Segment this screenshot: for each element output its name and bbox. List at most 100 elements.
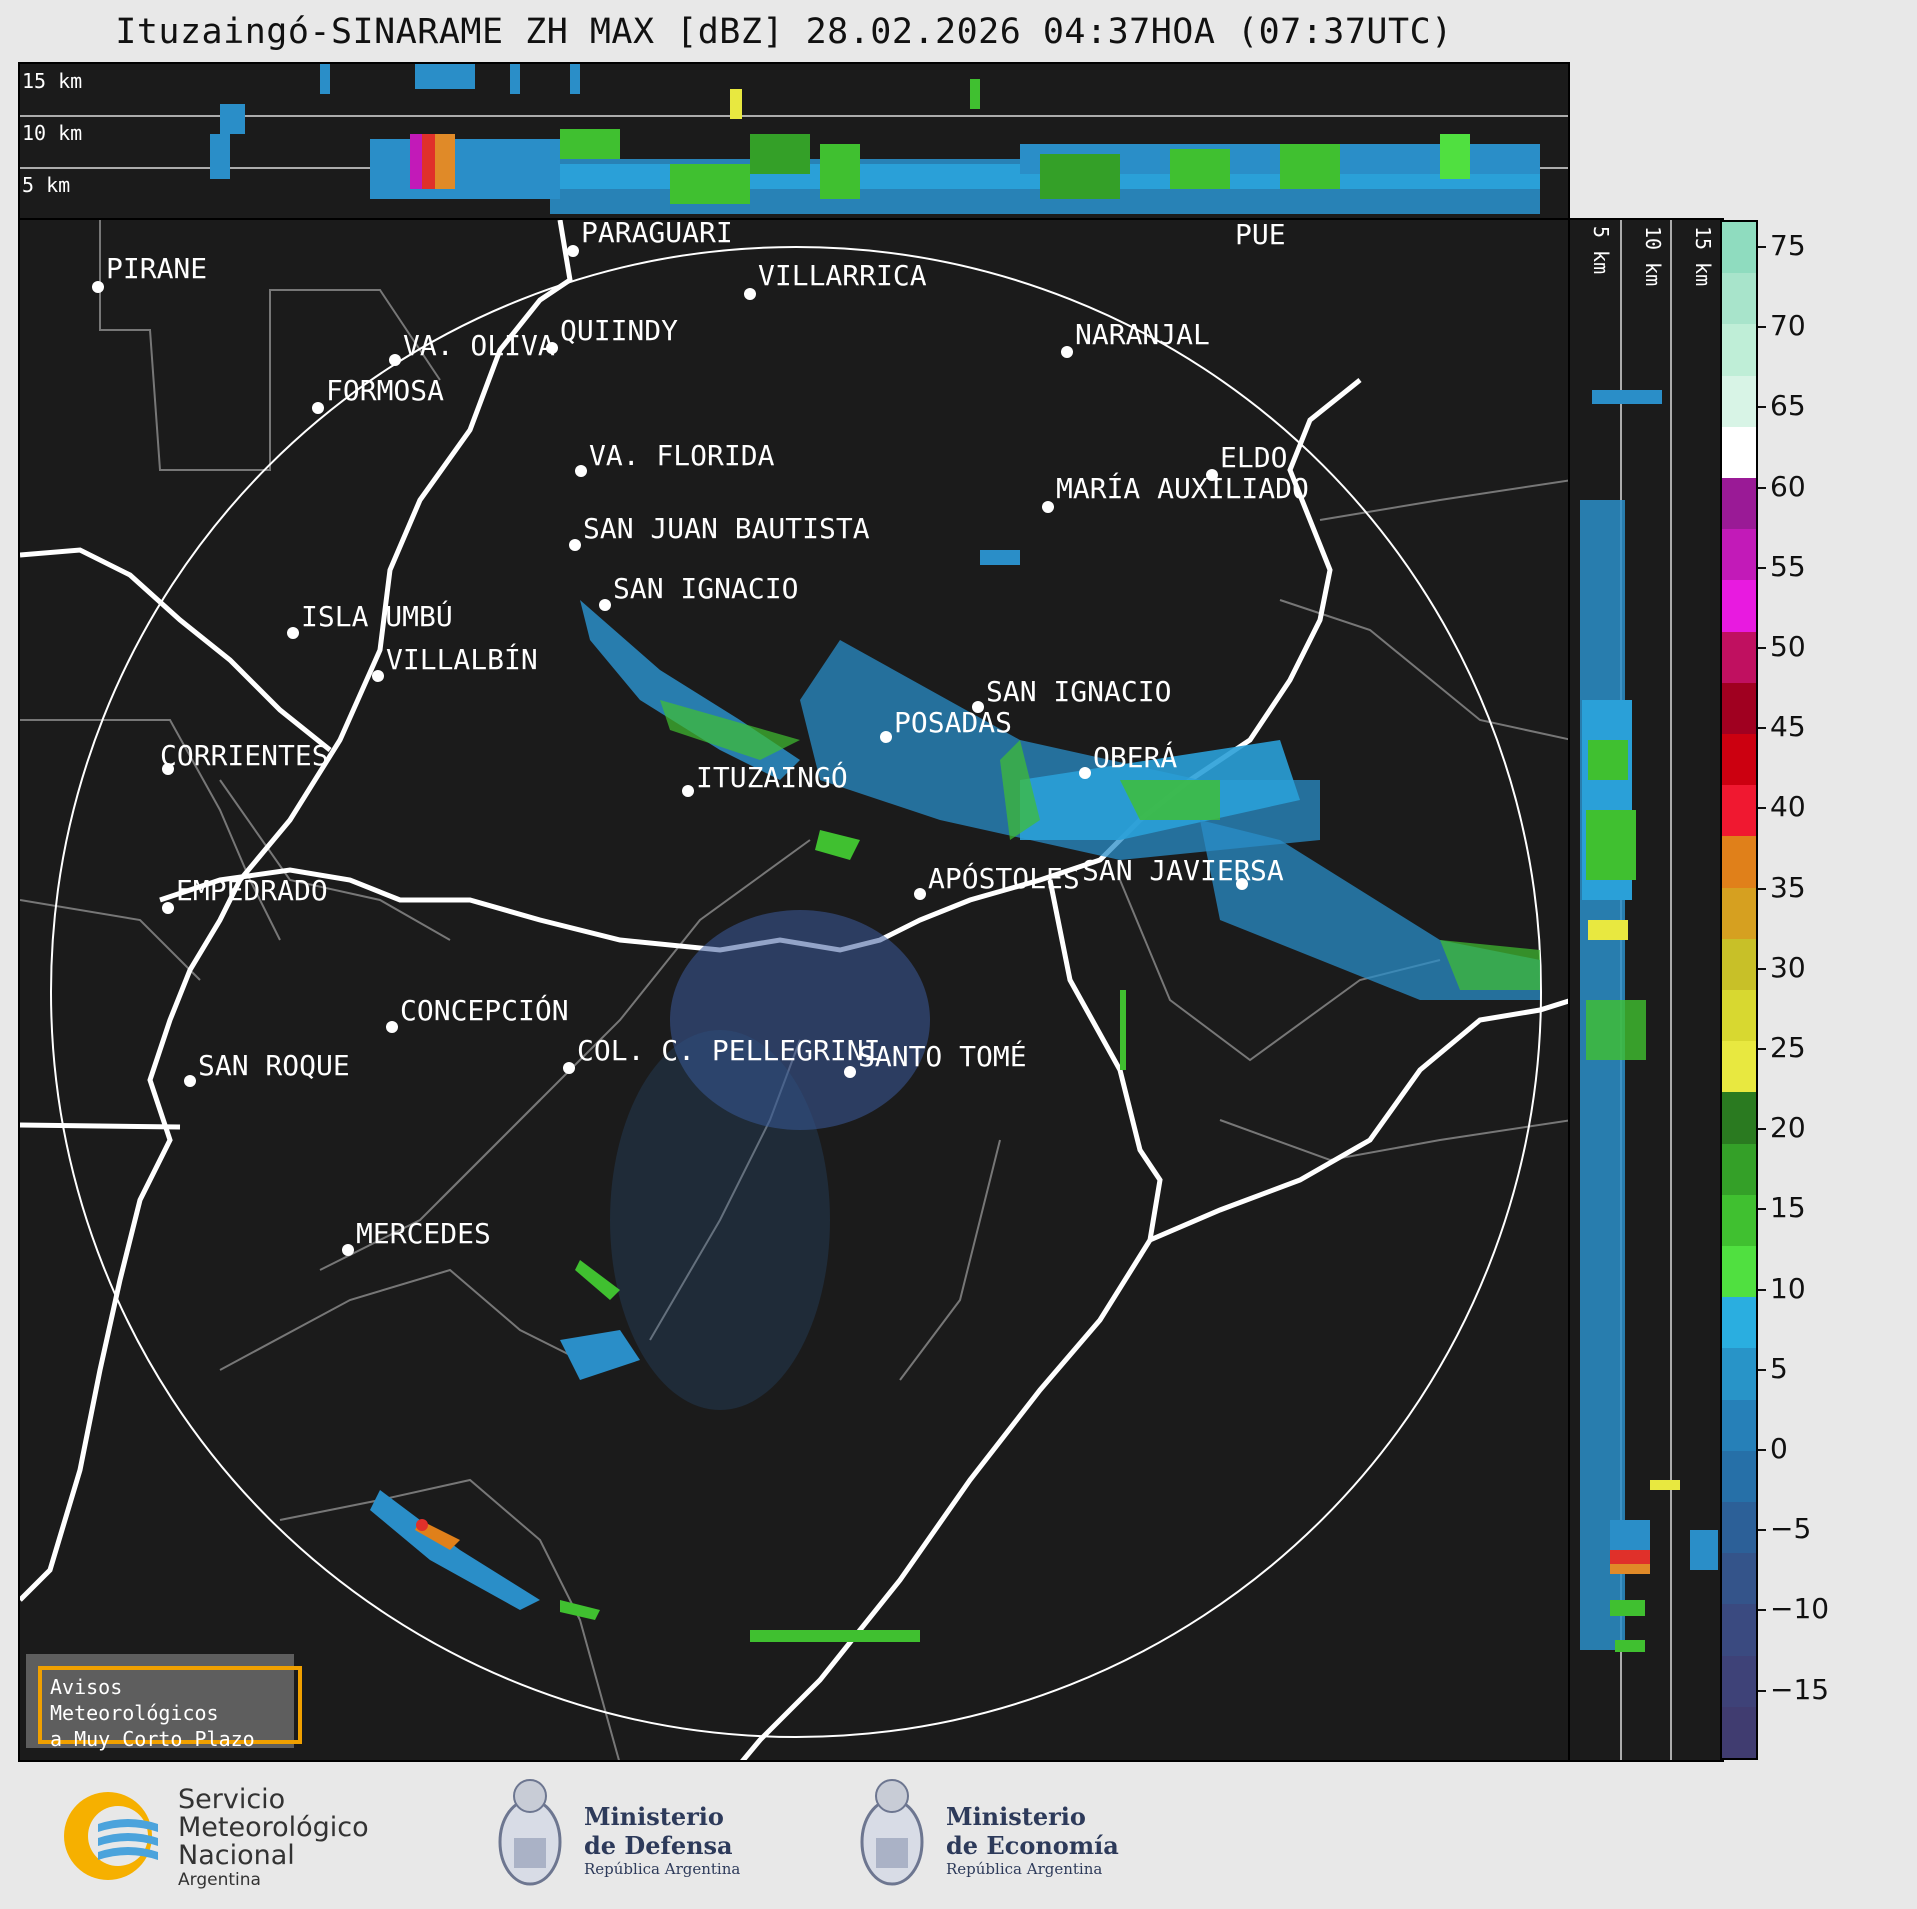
colorbar-tick-label: 0 (1770, 1432, 1788, 1465)
colorbar-tick-mark (1758, 406, 1766, 409)
defensa-line2: de Defensa (584, 1831, 733, 1860)
colorbar-segment (1722, 682, 1756, 735)
colorbar-segment (1722, 1143, 1756, 1195)
city-label: FORMOSA (326, 374, 444, 407)
colorbar-segment (1722, 938, 1756, 991)
economia-seal-icon (856, 1776, 928, 1896)
colorbar-segment (1722, 836, 1756, 888)
colorbar-tick-mark (1758, 326, 1766, 329)
colorbar-segment (1722, 478, 1756, 530)
colorbar-segment (1722, 529, 1756, 581)
side-height-label-15km: 15 km (1691, 226, 1715, 286)
city-label: VA. OLIVA (403, 329, 555, 362)
rivers-borders (20, 220, 1568, 1760)
colorbar-segment (1722, 1450, 1756, 1503)
city-label: SA (1250, 854, 1284, 887)
colorbar-tick-label: 30 (1770, 950, 1806, 984)
colorbar-tick-mark (1758, 1288, 1766, 1291)
city-label: SAN IGNACIO (613, 572, 798, 605)
top-echoes (210, 64, 1540, 214)
economia-line2: de Economía (946, 1831, 1119, 1860)
city-label: SAN IGNACIO (986, 675, 1171, 708)
smn-name-line2: Meteorológico (178, 1812, 369, 1843)
city-label: VILLARRICA (758, 259, 927, 292)
colorbar-tick-label: 60 (1770, 469, 1806, 503)
colorbar-tick-mark (1758, 1689, 1766, 1692)
side-cross-section-plot: 5 km 10 km 15 km (1580, 220, 1718, 1760)
city-label: CONCEPCIÓN (400, 993, 569, 1027)
city-label: COL. C. PELLEGRINI (577, 1034, 880, 1067)
city-label: ISLA UMBÚ (301, 599, 453, 633)
colorbar-segment (1722, 887, 1756, 939)
height-label-5km: 5 km (22, 173, 70, 197)
city-label: CORRIENTES (160, 739, 329, 772)
colorbar-segment (1722, 1092, 1756, 1144)
economia-line1: Ministerio (946, 1802, 1086, 1831)
side-cross-section: 5 km 10 km 15 km (1568, 218, 1724, 1762)
side-echoes (1580, 390, 1718, 1652)
colorbar-tick-label: 50 (1770, 630, 1806, 663)
city-label: QUIINDY (560, 314, 678, 347)
city-label: MARÍA AUXILIADO (1056, 471, 1309, 505)
colorbar-segment (1722, 426, 1756, 479)
smn-logo-icon (64, 1792, 158, 1880)
smn-name-line4: Argentina (178, 1870, 261, 1890)
colorbar-tick-mark (1758, 1609, 1766, 1612)
colorbar-segment (1722, 1502, 1756, 1554)
colorbar-tick-mark (1758, 807, 1766, 810)
city-label: POSADAS (894, 706, 1012, 739)
colorbar-tick-mark (1758, 1048, 1766, 1050)
colorbar-segment (1722, 734, 1756, 786)
economia-line3: República Argentina (946, 1860, 1103, 1878)
defensa-line3: República Argentina (584, 1860, 741, 1878)
colorbar-segment (1722, 1655, 1756, 1707)
colorbar-tick-mark (1758, 1208, 1766, 1211)
city-label: PIRANE (106, 252, 207, 285)
warning-box[interactable]: Avisos Meteorológicos a Muy Corto Plazo (26, 1654, 302, 1751)
city-label: SAN JAVIER (1082, 854, 1251, 887)
colorbar-segment (1722, 1246, 1756, 1298)
top-cross-section: 15 km 10 km 5 km (18, 62, 1570, 220)
colorbar (1720, 220, 1758, 1760)
smn-logo (58, 1786, 168, 1886)
colorbar-tick-label: −10 (1770, 1592, 1830, 1626)
colorbar-segment (1722, 1348, 1756, 1400)
colorbar-segment (1722, 375, 1756, 427)
colorbar-tick-label: 5 (1770, 1351, 1788, 1385)
colorbar-tick-label: 10 (1770, 1271, 1806, 1305)
city-label: EMPEDRADO (176, 874, 328, 907)
colorbar-tick-mark (1758, 246, 1766, 248)
range-ring (50, 246, 1542, 1738)
radar-map: PIRANE PARAGUARÍ VILLARRICA QUIINDY VA. … (18, 218, 1570, 1762)
defensa-seal-icon (494, 1776, 566, 1896)
colorbar-segment (1722, 1553, 1756, 1605)
colorbar-tick-label: 20 (1770, 1111, 1806, 1145)
colorbar-tick-label: 55 (1770, 549, 1806, 583)
colorbar-tick-label: 65 (1770, 389, 1806, 423)
city-label: ELDO (1220, 441, 1287, 474)
colorbar-tick-mark (1758, 967, 1766, 970)
defensa-line1: Ministerio (584, 1802, 724, 1831)
city-label: NARANJAL (1075, 318, 1210, 351)
colorbar-tick-mark (1758, 887, 1766, 890)
colorbar-tick-label: 40 (1770, 790, 1806, 824)
city-label: OBERÁ (1093, 740, 1177, 774)
colorbar-tick-mark (1758, 1529, 1766, 1532)
height-label-10km: 10 km (22, 121, 82, 145)
warning-line-2: a Muy Corto Plazo (50, 1727, 255, 1751)
city-label: PARAGUARÍ (581, 220, 733, 249)
colorbar-tick-label: 25 (1770, 1031, 1806, 1064)
precipitation-echoes (370, 550, 1540, 1642)
colorbar-segment (1722, 990, 1756, 1042)
height-label-15km: 15 km (22, 69, 82, 93)
colorbar-tick-label: 35 (1770, 870, 1806, 904)
colorbar-tick-mark (1758, 1368, 1766, 1371)
warning-line-1: Avisos Meteorológicos (50, 1675, 219, 1725)
colorbar-segment (1722, 1604, 1756, 1656)
radar-map-plot: PIRANE PARAGUARÍ VILLARRICA QUIINDY VA. … (20, 220, 1568, 1760)
colorbar-tick-mark (1758, 1128, 1766, 1131)
colorbar-tick-label: 15 (1770, 1191, 1806, 1225)
colorbar-segment (1722, 1706, 1756, 1759)
city-label: SANTO TOMÉ (858, 1039, 1027, 1073)
colorbar-tick-label: 70 (1770, 309, 1806, 343)
